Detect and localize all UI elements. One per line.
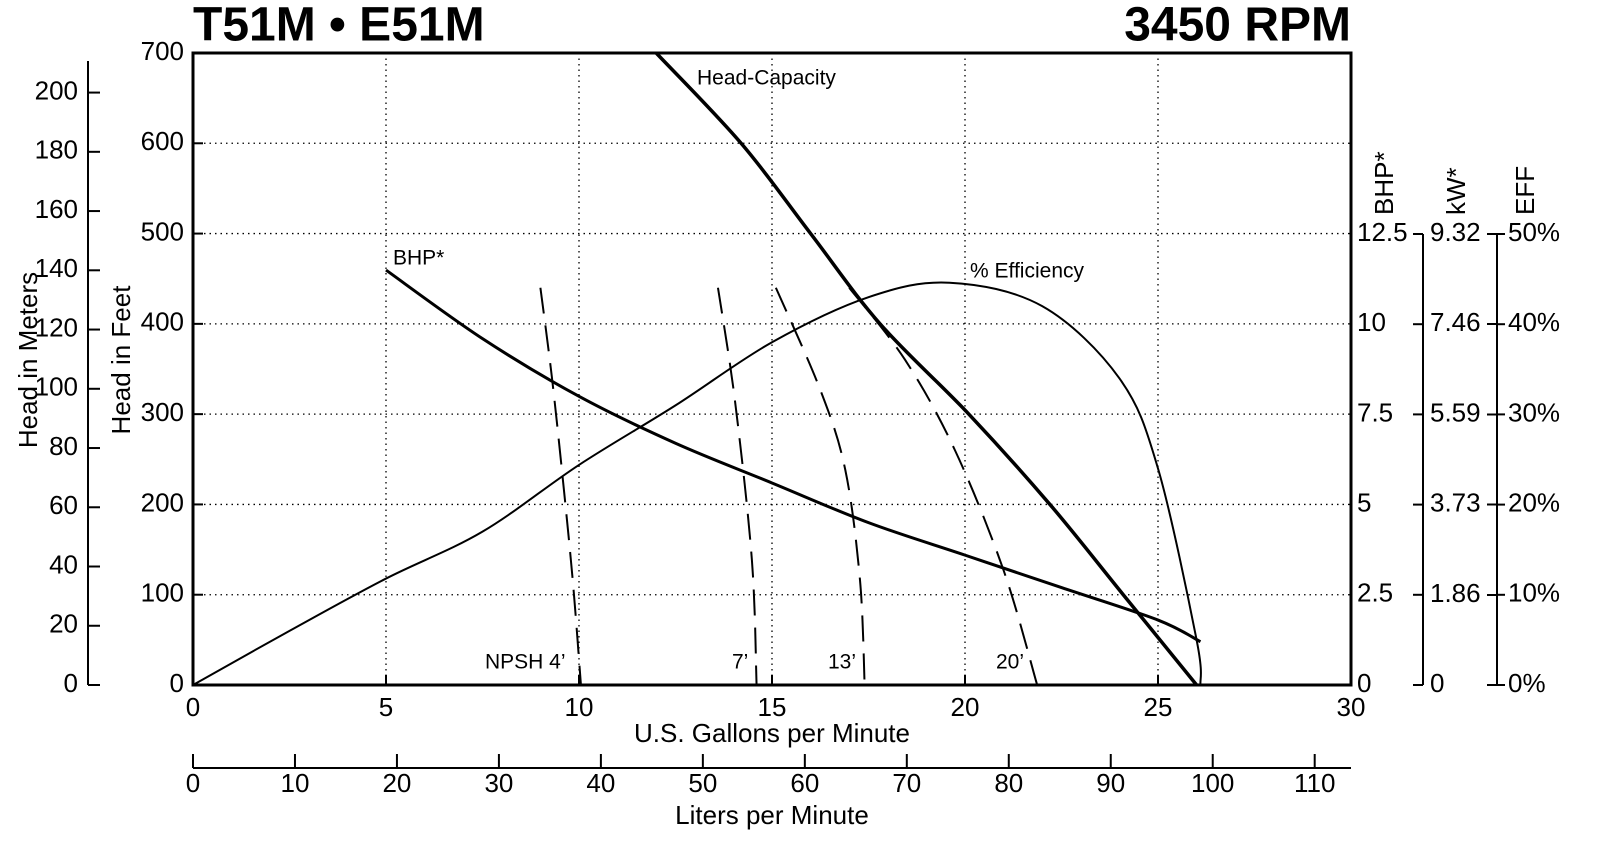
x2-tick-label: 10 [281, 768, 310, 798]
x2-tick-label: 30 [484, 768, 513, 798]
x-tick-label: 30 [1337, 692, 1366, 722]
series-line [848, 287, 1039, 686]
x2-tick-label: 0 [186, 768, 200, 798]
y4-tick-label: 0% [1508, 668, 1546, 698]
x-tick-label: 0 [186, 692, 200, 722]
ym-tick-label: 180 [35, 135, 78, 165]
y3-tick-label: 9.32 [1430, 217, 1481, 247]
series-line [654, 51, 1198, 687]
series-line [385, 268, 1202, 644]
series-label: 20’ [996, 651, 1024, 674]
series-label: BHP* [393, 247, 444, 270]
ym-tick-label: 60 [49, 490, 78, 520]
y-tick-label: 700 [141, 36, 184, 66]
chart-title: T51M • E51M [193, 0, 485, 52]
series-label: 13’ [828, 651, 856, 674]
y-tick-label: 300 [141, 397, 184, 427]
ym-tick-label: 40 [49, 549, 78, 579]
series-line [192, 281, 1202, 686]
y4-tick-label: 10% [1508, 578, 1560, 608]
x-tick-label: 15 [758, 692, 787, 722]
x2-tick-label: 40 [586, 768, 615, 798]
x2-tick-label: 60 [790, 768, 819, 798]
y4-tick-label: 30% [1508, 397, 1560, 427]
x2-tick-label: 80 [994, 768, 1023, 798]
y-tick-label: 500 [141, 216, 184, 246]
y-tick-label: 400 [141, 307, 184, 337]
y2-tick-label: 2.5 [1357, 578, 1393, 608]
y3-tick-label: 3.73 [1430, 487, 1481, 517]
x2-tick-label: 100 [1191, 768, 1234, 798]
y4-tick-label: 50% [1508, 217, 1560, 247]
y2-tick-label: 10 [1357, 307, 1386, 337]
y3-tick-label: 0 [1430, 668, 1444, 698]
y2-axis-title: BHP* [1369, 151, 1399, 215]
x-axis-title: U.S. Gallons per Minute [634, 718, 910, 748]
x-tick-label: 10 [565, 692, 594, 722]
ym-tick-label: 160 [35, 194, 78, 224]
x2-axis-title: Liters per Minute [675, 800, 869, 830]
y3-tick-label: 5.59 [1430, 397, 1481, 427]
x2-tick-label: 110 [1294, 768, 1335, 798]
y-tick-label: 0 [170, 668, 184, 698]
ym-tick-label: 0 [64, 668, 78, 698]
x-tick-label: 25 [1144, 692, 1173, 722]
y4-tick-label: 40% [1508, 307, 1560, 337]
y-tick-label: 600 [141, 126, 184, 156]
y3-tick-label: 7.46 [1430, 307, 1481, 337]
y-tick-label: 100 [141, 578, 184, 608]
y-meters-title: Head in Meters [13, 272, 43, 448]
y2-tick-label: 12.5 [1357, 217, 1408, 247]
series-label: Head-Capacity [697, 67, 836, 90]
ym-tick-label: 200 [35, 75, 78, 105]
x-tick-label: 5 [379, 692, 393, 722]
ym-tick-label: 120 [35, 312, 78, 342]
y2-tick-label: 7.5 [1357, 397, 1393, 427]
x2-tick-label: 50 [688, 768, 717, 798]
x2-tick-label: 70 [892, 768, 921, 798]
chart-subtitle: 3450 RPM [1124, 0, 1351, 52]
x2-tick-label: 20 [382, 768, 411, 798]
y3-tick-label: 1.86 [1430, 578, 1481, 608]
series-line [774, 287, 866, 686]
y2-tick-label: 0 [1357, 668, 1371, 698]
ym-tick-label: 100 [35, 372, 78, 402]
series-label: % Efficiency [970, 260, 1084, 283]
y-axis-title: Head in Feet [106, 285, 136, 435]
ym-tick-label: 140 [35, 253, 78, 283]
y2-tick-label: 5 [1357, 487, 1371, 517]
y4-axis-title: EFF [1510, 166, 1540, 215]
y4-tick-label: 20% [1508, 487, 1560, 517]
series-label: 7’ [732, 651, 748, 674]
y-tick-label: 200 [141, 487, 184, 517]
ym-tick-label: 20 [49, 609, 78, 639]
series-label: NPSH 4’ [485, 651, 566, 674]
series-line [716, 287, 758, 686]
ym-tick-label: 80 [49, 431, 78, 461]
y3-axis-title: kW* [1441, 167, 1471, 215]
x2-tick-label: 90 [1096, 768, 1125, 798]
x-tick-label: 20 [951, 692, 980, 722]
series-line [539, 287, 582, 686]
